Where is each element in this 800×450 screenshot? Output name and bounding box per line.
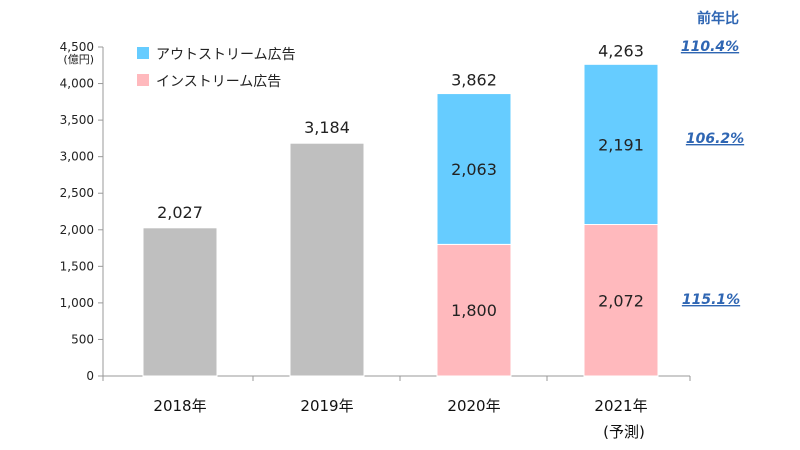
data-label: 1,800 — [451, 301, 497, 320]
x-tick-label: 2021年 — [594, 397, 647, 415]
y-tick-label: 500 — [71, 332, 94, 346]
total-label: 4,263 — [598, 41, 644, 60]
data-label: 2,063 — [451, 160, 497, 179]
yoy-outstream: 106.2% — [686, 131, 744, 147]
x-tick-note: (予測) — [603, 423, 645, 441]
y-tick-label: 2,500 — [60, 186, 94, 200]
y-tick-label: 1,000 — [60, 296, 94, 310]
legend-label: アウトストリーム広告 — [156, 47, 296, 63]
legend-label: インストリーム広告 — [156, 74, 281, 90]
y-tick-label: 0 — [86, 369, 94, 383]
bar-3-series-1 — [583, 224, 659, 377]
legend-swatch-0 — [137, 47, 149, 59]
data-label: 2,027 — [157, 203, 203, 222]
x-tick-label: 2019年 — [300, 397, 353, 415]
yoy-total: 110.4% — [681, 39, 739, 55]
y-tick-label: 1,500 — [60, 259, 94, 273]
yoy-instream: 115.1% — [682, 292, 740, 308]
bar-2-series-2 — [436, 93, 512, 245]
data-label: 3,184 — [304, 118, 350, 137]
yoy-title: 前年比 — [697, 10, 739, 27]
data-label: 2,072 — [598, 291, 644, 310]
bar-2-series-1 — [436, 243, 512, 377]
total-label: 3,862 — [451, 71, 497, 90]
y-unit-label: (億円) — [63, 53, 94, 66]
y-tick-label: 2,000 — [60, 223, 94, 237]
bar-1-series-0 — [289, 142, 365, 377]
y-tick-label: 4,000 — [60, 77, 94, 91]
legend-swatch-1 — [137, 74, 149, 86]
y-tick-label: 3,000 — [60, 150, 94, 164]
y-tick-label: 4,500 — [60, 40, 94, 54]
x-tick-label: 2018年 — [153, 397, 206, 415]
x-tick-label: 2020年 — [447, 397, 500, 415]
bar-0-series-0 — [142, 227, 218, 377]
bar-3-series-2 — [583, 63, 659, 226]
y-tick-label: 3,500 — [60, 113, 94, 127]
data-label: 2,191 — [598, 135, 644, 154]
